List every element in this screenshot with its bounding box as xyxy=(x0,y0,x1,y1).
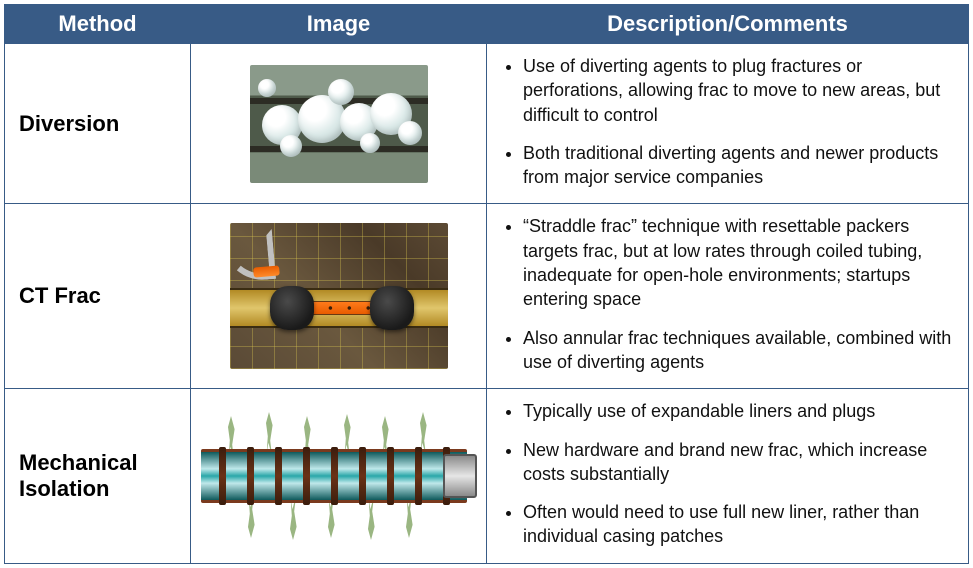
bullet-item: Often would need to use full new liner, … xyxy=(523,500,952,549)
bullet-item: Use of diverting agents to plug fracture… xyxy=(523,54,952,127)
description-cell-ct-frac: “Straddle frac” technique with resettabl… xyxy=(487,204,969,389)
bullet-item: New hardware and brand new frac, which i… xyxy=(523,438,952,487)
method-cell-mechanical-isolation: Mechanical Isolation xyxy=(5,389,191,563)
ct-frac-illustration xyxy=(230,223,448,369)
bullet-item: “Straddle frac” technique with resettabl… xyxy=(523,214,952,311)
method-cell-ct-frac: CT Frac xyxy=(5,204,191,389)
header-method: Method xyxy=(5,5,191,44)
methods-table: Method Image Description/Comments Divers… xyxy=(4,4,969,564)
method-cell-diversion: Diversion xyxy=(5,44,191,204)
table-header: Method Image Description/Comments xyxy=(5,5,969,44)
mechanical-isolation-illustration xyxy=(201,416,477,536)
image-cell-ct-frac xyxy=(191,204,487,389)
image-cell-diversion xyxy=(191,44,487,204)
diversion-illustration xyxy=(250,65,428,183)
table-row: Mechanical Isolation xyxy=(5,389,969,563)
image-cell-mechanical-isolation xyxy=(191,389,487,563)
description-cell-diversion: Use of diverting agents to plug fracture… xyxy=(487,44,969,204)
bullet-item: Typically use of expandable liners and p… xyxy=(523,399,952,423)
header-description: Description/Comments xyxy=(487,5,969,44)
description-cell-mechanical-isolation: Typically use of expandable liners and p… xyxy=(487,389,969,563)
bullet-item: Both traditional diverting agents and ne… xyxy=(523,141,952,190)
table-row: Diversion Use of diverting agent xyxy=(5,44,969,204)
header-image: Image xyxy=(191,5,487,44)
table-row: CT Frac “Straddle frac” technique with r… xyxy=(5,204,969,389)
bullet-item: Also annular frac techniques available, … xyxy=(523,326,952,375)
